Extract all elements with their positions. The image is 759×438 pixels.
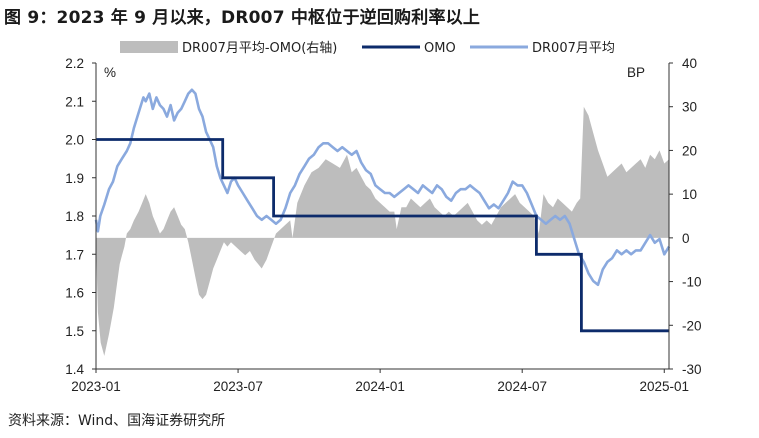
left-tick-label: 2.0 xyxy=(65,133,84,148)
legend-label-dr007: DR007月平均 xyxy=(532,41,615,56)
legend-swatch-spread xyxy=(120,41,178,53)
series-omo-line xyxy=(96,138,669,333)
right-tick-label: 40 xyxy=(682,56,697,71)
right-tick-label: -10 xyxy=(682,275,702,290)
x-tick-label: 2024-07 xyxy=(497,379,547,394)
left-tick-label: 1.4 xyxy=(65,362,84,377)
left-tick-label: 2.1 xyxy=(65,94,84,109)
figure-title: 图 9：2023 年 9 月以来，DR007 中枢位于逆回购利率以上 xyxy=(4,8,481,28)
x-tick-label: 2023-07 xyxy=(213,379,263,394)
series-spread-area xyxy=(96,106,669,356)
left-tick-label: 1.7 xyxy=(65,247,84,262)
right-axis-ticks: -30 -20 -10 0 10 20 30 40 xyxy=(669,56,702,377)
legend-label-omo: OMO xyxy=(424,41,456,56)
left-axis-ticks: 1.4 1.5 1.6 1.7 1.8 1.9 2.0 2.1 2.2 xyxy=(65,56,96,377)
left-tick-label: 1.5 xyxy=(65,324,84,339)
x-tick-label: 2023-01 xyxy=(71,379,121,394)
right-tick-label: -20 xyxy=(682,318,702,333)
x-tick-label: 2025-01 xyxy=(639,379,689,394)
series-dr007-line xyxy=(94,88,671,287)
chart: DR007月平均-OMO(右轴) OMO DR007月平均 % BP 1.41.… xyxy=(65,41,702,394)
x-axis-ticks: 2023-01 2023-07 2024-01 2024-07 2025-01 xyxy=(71,369,689,394)
legend: DR007月平均-OMO(右轴) OMO DR007月平均 xyxy=(120,41,615,56)
x-tick-label: 2024-01 xyxy=(355,379,405,394)
left-tick-label: 1.9 xyxy=(65,171,84,186)
right-tick-label: 10 xyxy=(682,187,697,202)
right-tick-label: 0 xyxy=(682,231,690,246)
left-tick-label: 1.8 xyxy=(65,209,84,224)
left-tick-label: 1.6 xyxy=(65,286,84,301)
left-tick-label: 2.2 xyxy=(65,56,84,71)
right-tick-label: 30 xyxy=(682,100,697,115)
source-note: 资料来源：Wind、国海证券研究所 xyxy=(8,413,226,429)
left-axis-unit: % xyxy=(104,65,116,80)
right-tick-label: -30 xyxy=(682,362,702,377)
line-layer xyxy=(94,88,671,333)
right-axis-unit: BP xyxy=(627,65,645,80)
legend-label-spread: DR007月平均-OMO(右轴) xyxy=(182,41,337,56)
right-tick-label: 20 xyxy=(682,143,697,158)
spread-area-layer xyxy=(96,106,669,356)
